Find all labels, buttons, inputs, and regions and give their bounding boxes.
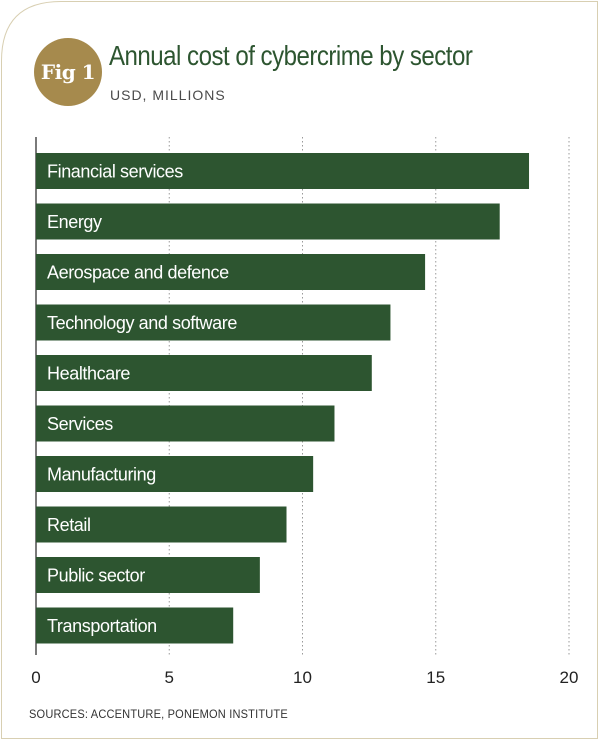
bar-label: Retail [47, 515, 91, 535]
bar [36, 456, 314, 492]
figure-badge-label: Fig 1 [40, 60, 96, 84]
bar-label: Aerospace and defence [47, 263, 229, 283]
bar [36, 607, 234, 644]
chart-title: Annual cost of cybercrime by sector [109, 40, 473, 71]
bar [36, 355, 372, 391]
source-note: SOURCES: ACCENTURE, PONEMON INSTITUTE [29, 707, 288, 721]
bar [36, 557, 260, 593]
x-tick-label: 10 [293, 668, 312, 687]
bar [36, 304, 391, 341]
bar-label: Healthcare [47, 364, 130, 384]
x-tick-label: 0 [31, 668, 40, 687]
bar-label: Services [47, 414, 113, 434]
bar-label: Financial services [47, 162, 183, 182]
bar [36, 153, 530, 189]
bar-label: Public sector [47, 566, 145, 586]
x-tick-label: 5 [165, 668, 174, 687]
bar [36, 203, 500, 240]
x-tick-label: 15 [426, 668, 445, 687]
chart-subtitle: USD, MILLIONS [110, 87, 226, 103]
bar [36, 254, 426, 290]
bar [36, 405, 335, 442]
bar-label: Transportation [47, 616, 157, 636]
bar-chart: 0 5 10 15 20 Financial services Energy Aerospac… [31, 137, 579, 687]
x-tick-label: 20 [560, 668, 579, 687]
bar-label: Energy [47, 212, 102, 232]
bar [36, 506, 287, 543]
figure-badge: Fig 1 [34, 38, 102, 106]
bar-label: Technology and software [47, 313, 237, 333]
bar-label: Manufacturing [47, 465, 156, 485]
